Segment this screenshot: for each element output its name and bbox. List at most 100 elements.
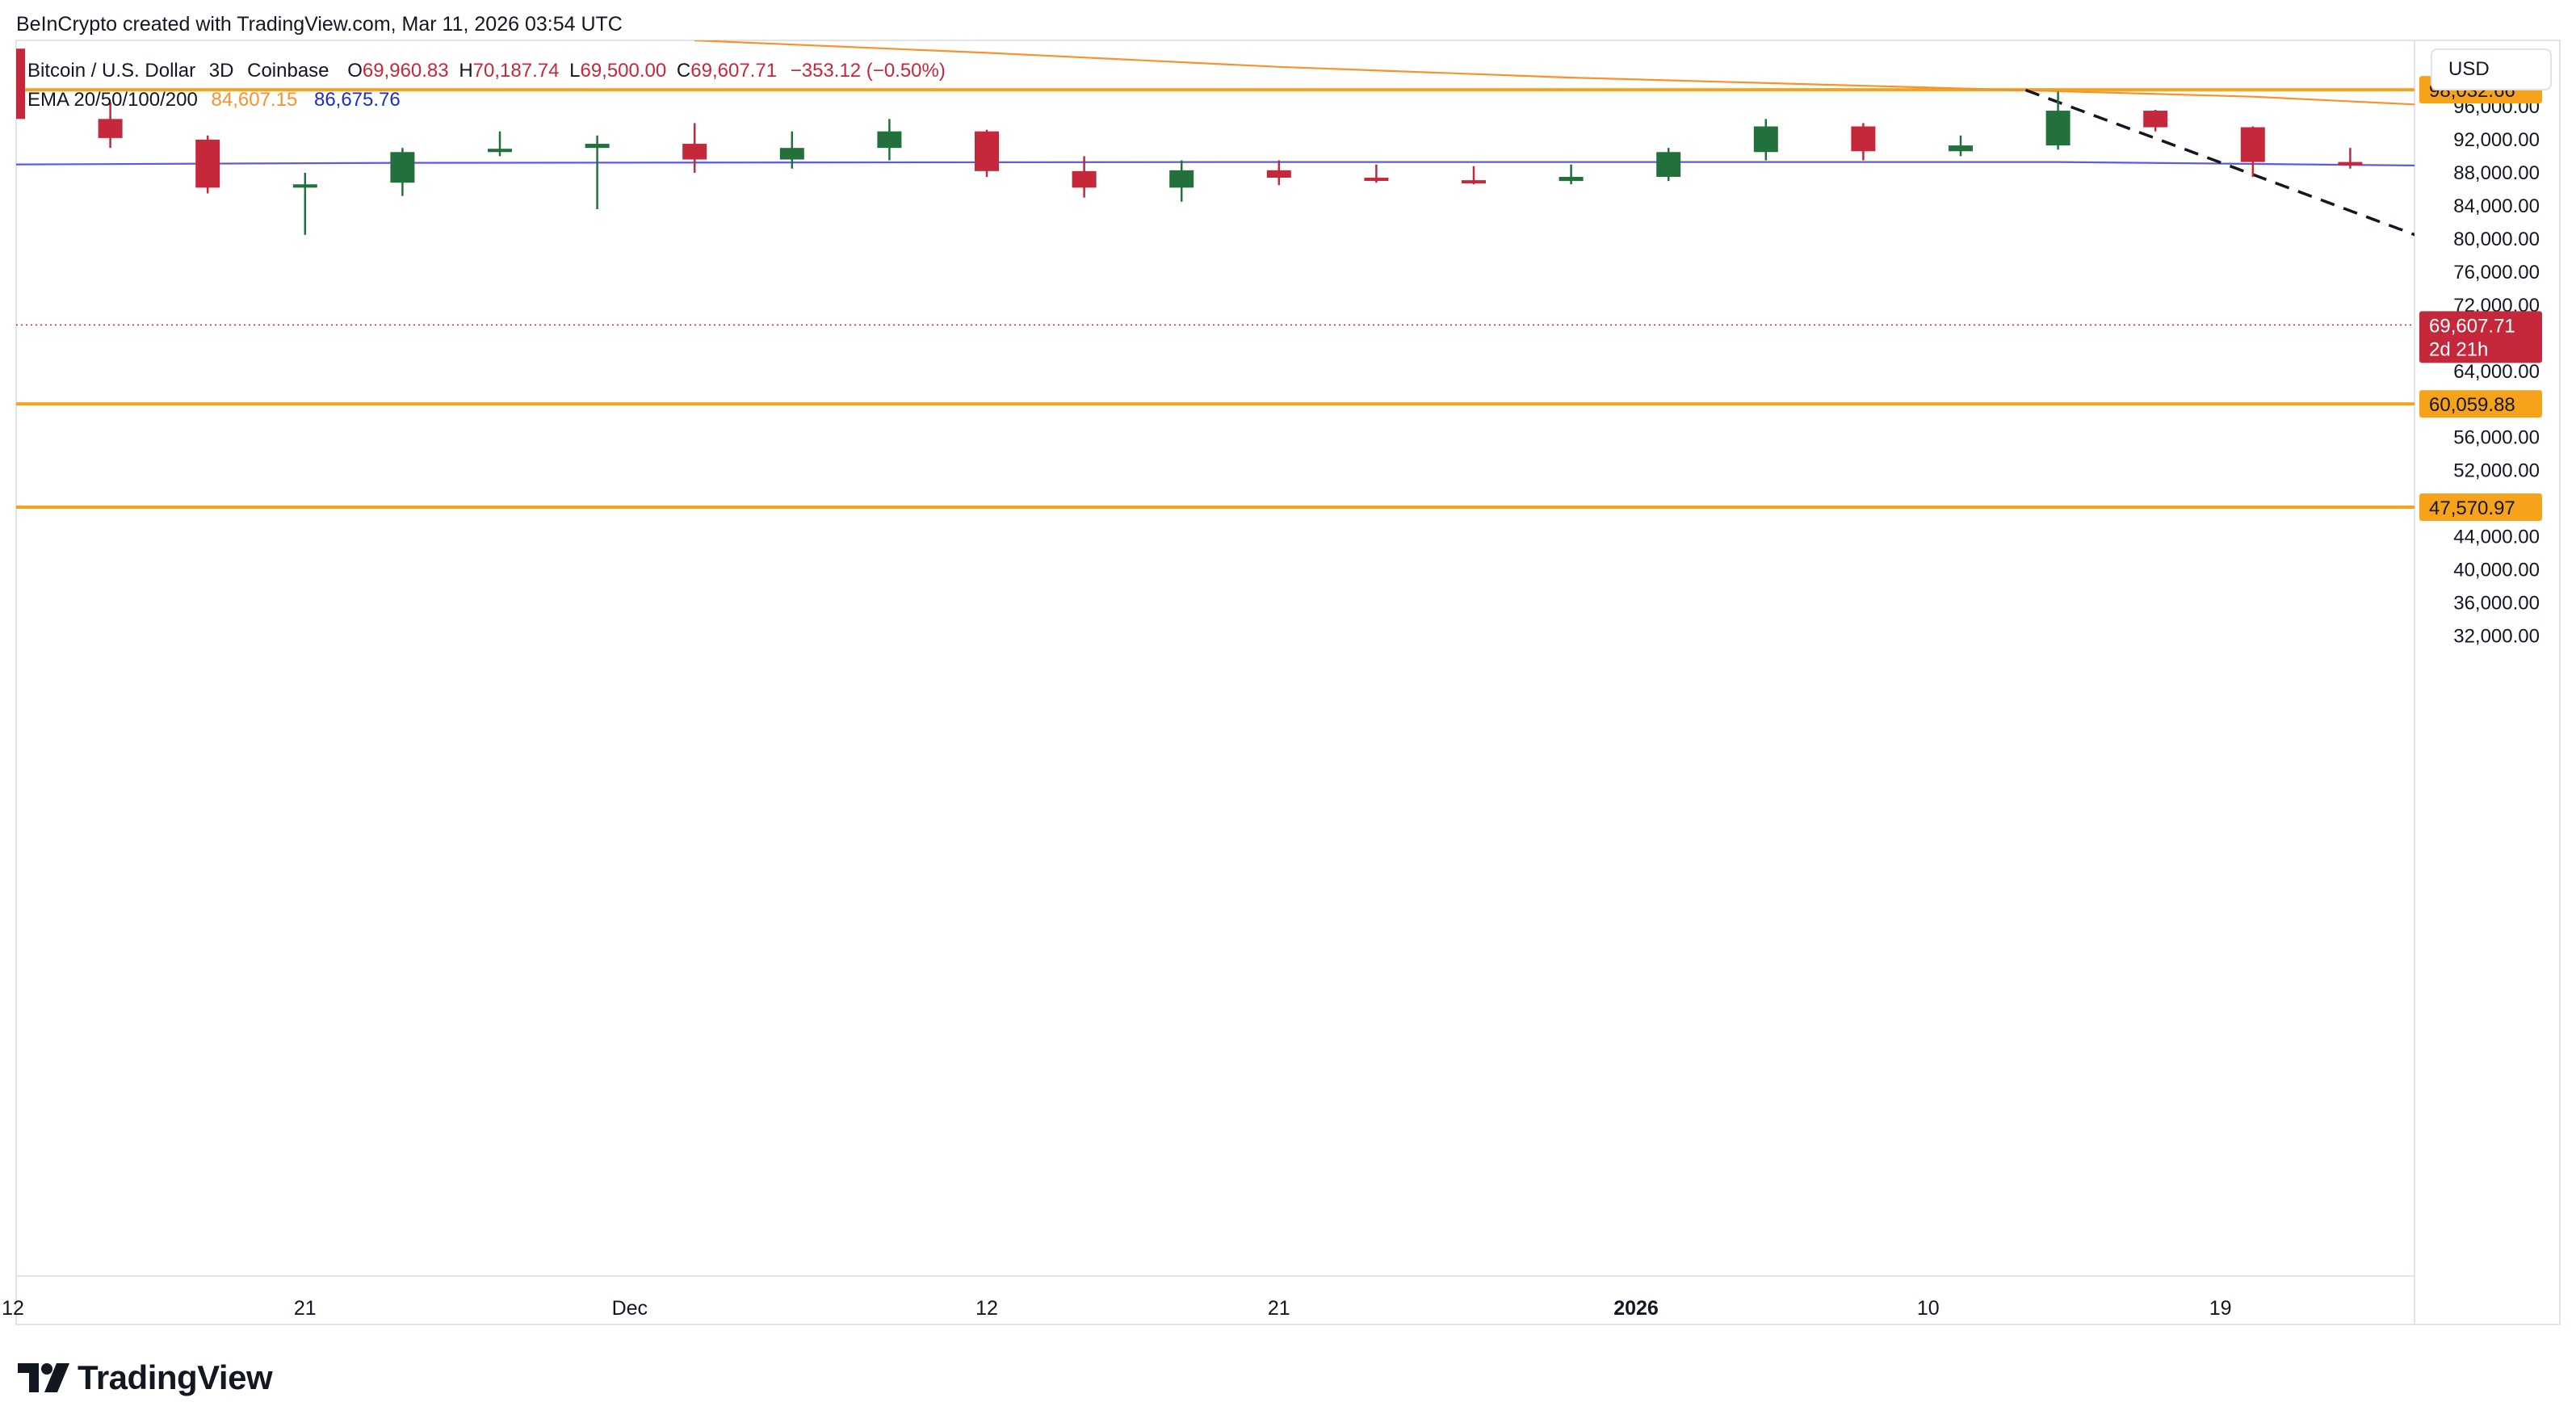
candle: [1266, 160, 1291, 186]
support-price-tag-label: 60,059.88: [2429, 394, 2515, 416]
support-price-tag-bg: [2419, 390, 2542, 418]
x-tick-label: 12: [975, 1297, 998, 1320]
low-label: L: [569, 60, 581, 82]
candle-body: [877, 131, 902, 149]
y-tick-label: 32,000.00: [2453, 626, 2540, 648]
candle-body: [98, 119, 123, 138]
candles: [16, 48, 2363, 235]
candle-body: [2045, 111, 2070, 146]
candle: [1851, 123, 1876, 161]
current-price-tag-bg: [2419, 311, 2542, 363]
candle: [292, 172, 317, 235]
y-tick-label: 92,000.00: [2453, 129, 2540, 151]
x-tick-label: 12: [2, 1297, 24, 1320]
candle: [390, 148, 415, 196]
candle: [585, 135, 610, 209]
y-tick-label: 40,000.00: [2453, 560, 2540, 581]
symbol-exchange: Coinbase: [247, 60, 329, 82]
tradingview-logo-icon: [18, 1363, 69, 1392]
y-tick-label: 56,000.00: [2453, 427, 2540, 449]
ema-200-value: 86,675.76: [313, 89, 401, 111]
current-price-tag-countdown: 2d 21h: [2429, 338, 2488, 360]
y-tick-label: 36,000.00: [2453, 593, 2540, 615]
support-price-tag-bg: [2419, 493, 2542, 522]
x-tick-label: 10: [1917, 1297, 1940, 1320]
y-tick-label: 88,000.00: [2453, 162, 2540, 184]
y-tick-label: 64,000.00: [2453, 361, 2540, 383]
currency-button[interactable]: USD: [2431, 48, 2552, 90]
y-tick-label: 76,000.00: [2453, 262, 2540, 283]
symbol-name[interactable]: Bitcoin / U.S. Dollar: [27, 60, 196, 82]
candle-body: [1559, 177, 1584, 182]
candle: [2045, 91, 2070, 150]
candle: [877, 119, 902, 161]
x-tick-label: 2026: [1613, 1297, 1659, 1320]
candle-body: [2338, 162, 2363, 166]
candle: [1753, 119, 1778, 161]
candle: [2240, 126, 2265, 178]
current-price-tag-label: 69,607.71: [2429, 315, 2515, 337]
change-value: −353.12 (−0.50%): [790, 60, 946, 82]
candle-body: [1851, 126, 1876, 152]
support-price-tag: 60,059.88: [2419, 390, 2542, 418]
candle: [975, 129, 999, 178]
y-tick-label: 84,000.00: [2453, 195, 2540, 217]
candle: [1462, 166, 1486, 185]
x-tick-label: Dec: [612, 1297, 648, 1320]
low-value: 69,500.00: [580, 60, 667, 82]
candle: [1364, 164, 1389, 183]
support-price-tag: 47,570.97: [2419, 493, 2542, 522]
candle: [2338, 148, 2363, 169]
trend-line: [2024, 88, 2414, 237]
y-tick-label: 52,000.00: [2453, 460, 2540, 482]
candle: [1559, 164, 1584, 185]
candle: [195, 135, 220, 194]
candle: [779, 131, 804, 169]
candle: [682, 123, 707, 173]
candle-body: [1169, 170, 1194, 188]
high-value: 70,187.74: [472, 60, 560, 82]
symbol-interval[interactable]: 3D: [208, 60, 234, 82]
open-label: O: [347, 60, 363, 82]
candle: [1656, 148, 1681, 182]
candle-body: [195, 139, 220, 188]
support-levels: [16, 88, 2414, 510]
candle-body: [975, 131, 999, 171]
candle-body: [1462, 180, 1486, 184]
time-axis[interactable]: 19Nov1221Dec122120261019Feb1221Mar1120Ap…: [0, 1297, 2576, 1320]
candle-body: [1266, 170, 1291, 178]
trend-lines: [2024, 88, 2414, 237]
candle-body: [390, 152, 415, 183]
high-label: H: [459, 60, 473, 82]
candle: [1169, 160, 1194, 202]
ema-legend-row[interactable]: EMA 20/50/100/200 84,607.15 86,675.76: [27, 86, 946, 115]
close-value: 69,607.71: [690, 60, 778, 82]
chart-frame: [15, 40, 2561, 1325]
support-price-tag-label: 47,570.97: [2429, 497, 2515, 519]
ema-20-line: [694, 40, 2414, 106]
y-tick-label: 44,000.00: [2453, 527, 2540, 548]
candle: [488, 131, 512, 157]
x-tick-label: 21: [1268, 1297, 1290, 1320]
candle: [16, 48, 25, 120]
ema-label[interactable]: EMA 20/50/100/200: [27, 89, 198, 111]
candle-body: [1949, 145, 1973, 152]
candle-body: [488, 149, 512, 153]
candle-body: [682, 144, 707, 160]
candle: [98, 102, 123, 149]
symbol-legend-row: Bitcoin / U.S. Dollar 3D Coinbase O69,96…: [27, 57, 946, 86]
candle-body: [2240, 127, 2265, 162]
candle-body: [2143, 111, 2168, 128]
candle-body: [16, 48, 25, 120]
candle: [2143, 110, 2168, 132]
attribution-text: BeInCrypto created with TradingView.com,…: [16, 13, 623, 36]
candle-body: [1753, 126, 1778, 153]
candle-body: [1072, 170, 1097, 188]
y-tick-label: 80,000.00: [2453, 229, 2540, 250]
tradingview-logo[interactable]: TradingView: [18, 1358, 273, 1397]
x-tick-label: 19: [2209, 1297, 2232, 1320]
candle-body: [1364, 178, 1389, 182]
